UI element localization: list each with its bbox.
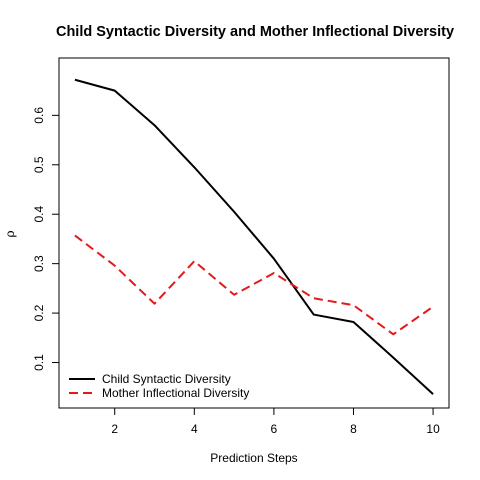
y-tick-label: 0.4 bbox=[32, 206, 46, 223]
plot-series bbox=[74, 78, 434, 395]
x-tick-label: 2 bbox=[111, 422, 118, 436]
x-tick-label: 4 bbox=[191, 422, 198, 436]
y-tick-label: 0.6 bbox=[32, 107, 46, 124]
legend-label: Child Syntactic Diversity bbox=[102, 372, 231, 386]
y-tick-label: 0.2 bbox=[32, 304, 46, 321]
y-tick-label: 0.1 bbox=[32, 354, 46, 371]
x-axis: 2 4 6 8 10 bbox=[111, 408, 440, 436]
y-tick-label: 0.5 bbox=[32, 156, 46, 173]
x-tick-label: 10 bbox=[426, 422, 440, 436]
series-line-1 bbox=[74, 78, 434, 395]
y-axis-label: ρ bbox=[3, 230, 17, 237]
x-tick-label: 6 bbox=[271, 422, 278, 436]
plot-frame bbox=[58, 57, 450, 409]
y-axis: 0.1 0.2 0.3 0.4 0.5 0.6 bbox=[32, 107, 59, 371]
y-tick-label: 0.3 bbox=[32, 255, 46, 272]
x-axis-label: Prediction Steps bbox=[210, 451, 297, 465]
chart-title: Child Syntactic Diversity and Mother Inf… bbox=[56, 24, 454, 40]
x-tick-label: 8 bbox=[350, 422, 357, 436]
series-line-2 bbox=[74, 234, 434, 336]
legend-label: Mother Inflectional Diversity bbox=[102, 386, 249, 400]
